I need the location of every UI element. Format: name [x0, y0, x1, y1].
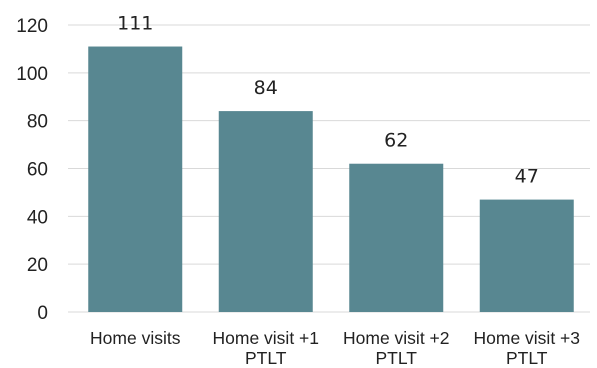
x-axis-category-labels: Home visits Home visit +1 PTLT Home visit +…: [90, 328, 580, 368]
data-label: 84: [254, 77, 278, 99]
x-tick-label: Home visits: [90, 328, 181, 348]
y-tick-label: 20: [27, 255, 48, 276]
x-tick-label: Home visit +3 PTLT: [474, 328, 581, 368]
data-label: 47: [515, 166, 539, 188]
y-tick-label: 80: [27, 112, 48, 133]
bar: [349, 163, 444, 312]
data-labels: 111 84 62 47: [117, 13, 539, 188]
y-tick-label: 100: [16, 64, 48, 85]
y-tick-label: 120: [16, 16, 48, 37]
bars: [88, 46, 574, 313]
y-tick-label: 0: [37, 303, 48, 324]
bar: [88, 46, 183, 313]
bar: [479, 199, 574, 312]
y-tick-label: 60: [27, 160, 48, 181]
x-tick-label: Home visit +1 PTLT: [213, 328, 320, 368]
y-tick-label: 40: [27, 207, 48, 228]
bar: [218, 111, 313, 312]
y-axis-tick-labels: 0 20 40 60 80 100 120: [16, 16, 48, 324]
x-tick-label: Home visit +2 PTLT: [343, 328, 450, 368]
data-label: 111: [117, 13, 153, 35]
data-label: 62: [384, 130, 408, 152]
